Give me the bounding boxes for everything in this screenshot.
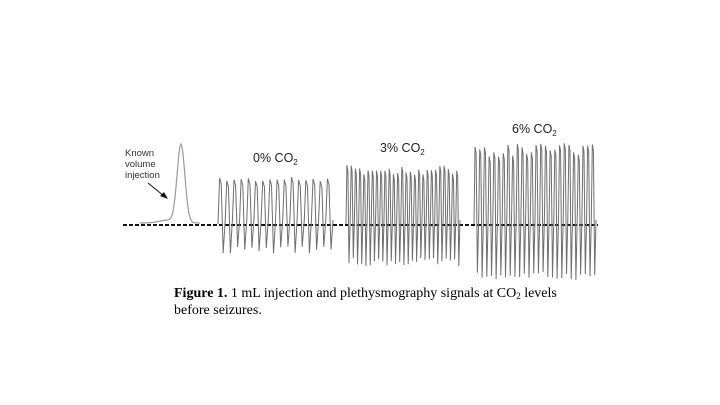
- figure-plethysmography: Known volume injection 0% CO2 3% CO2 6% …: [0, 0, 720, 290]
- trace-0pct-co2: [218, 177, 333, 253]
- caption-text-1: 1 mL injection and plethysmography signa…: [227, 286, 516, 301]
- panel-label-6pct: 6% CO2: [512, 122, 557, 138]
- caption-label: Figure 1.: [174, 286, 227, 301]
- known-volume-line-1: Known: [125, 148, 154, 159]
- trace-6pct-co2: [474, 143, 596, 280]
- figure-caption: Figure 1. 1 mL injection and plethysmogr…: [174, 285, 574, 319]
- annotation-arrow-head: [160, 192, 168, 199]
- trace-3pct-co2: [346, 165, 460, 266]
- annotation-arrow-line: [148, 183, 164, 196]
- known-volume-label: Known volume injection: [125, 148, 160, 181]
- known-volume-line-3: injection: [125, 170, 160, 181]
- panel-label-0pct: 0% CO2: [253, 151, 298, 167]
- panel-label-3pct: 3% CO2: [380, 141, 425, 157]
- known-volume-line-2: volume: [125, 159, 156, 170]
